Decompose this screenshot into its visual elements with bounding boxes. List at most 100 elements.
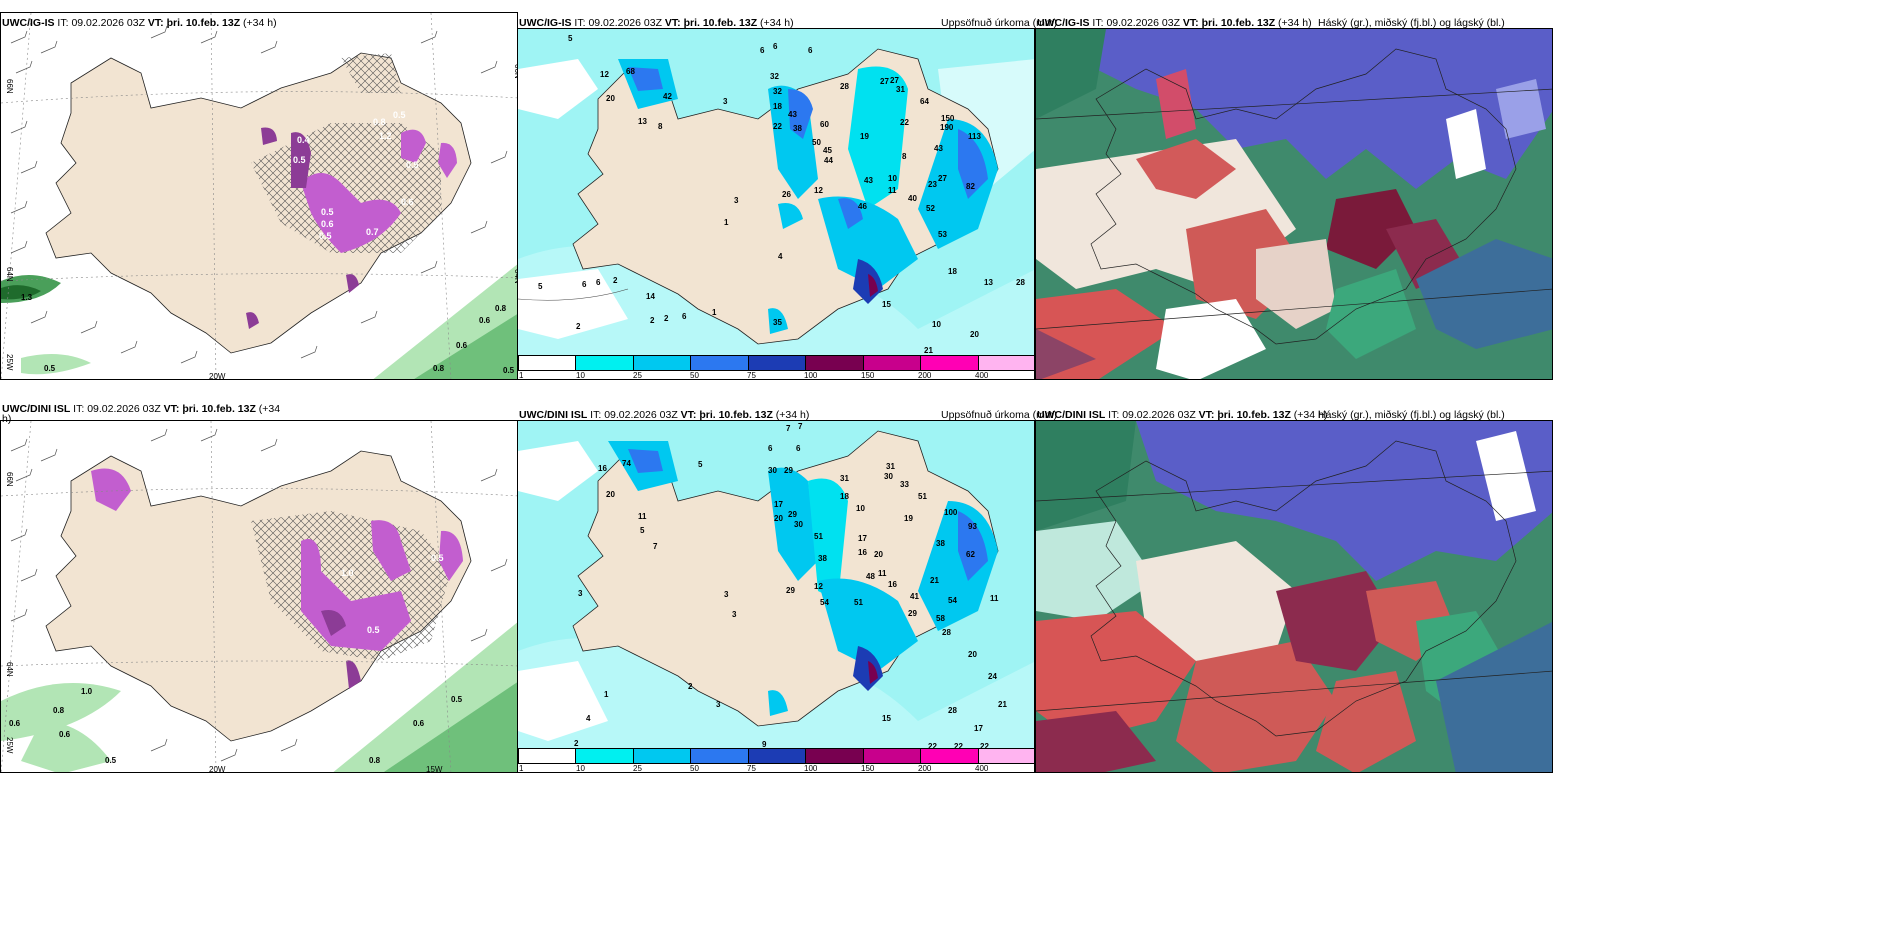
svg-text:3: 3 bbox=[723, 97, 728, 106]
svg-text:42: 42 bbox=[663, 92, 672, 101]
svg-text:4: 4 bbox=[586, 714, 591, 723]
colorbar-swatch bbox=[519, 356, 577, 370]
svg-text:27: 27 bbox=[880, 77, 889, 86]
title-bot-right: UWC/DINI ISL IT: 09.02.2026 03Z VT: þri.… bbox=[1037, 409, 1328, 421]
snow-label: 0.6 bbox=[9, 719, 21, 728]
svg-text:1: 1 bbox=[724, 218, 729, 227]
colorbar-swatch bbox=[691, 749, 749, 763]
axis-label-25w: 25W bbox=[5, 354, 14, 371]
svg-text:43: 43 bbox=[864, 176, 873, 185]
svg-text:100: 100 bbox=[944, 508, 958, 517]
svg-text:19: 19 bbox=[860, 132, 869, 141]
svg-text:32: 32 bbox=[773, 87, 782, 96]
axis-label-15w: 15W bbox=[426, 765, 443, 773]
svg-text:43: 43 bbox=[788, 110, 797, 119]
svg-text:6: 6 bbox=[773, 42, 778, 51]
svg-text:7: 7 bbox=[798, 422, 803, 431]
colorbar-label: 75 bbox=[747, 371, 756, 380]
colorbar-swatch bbox=[921, 356, 979, 370]
colorbar-swatch bbox=[863, 749, 922, 763]
svg-text:53: 53 bbox=[938, 230, 947, 239]
svg-text:2: 2 bbox=[688, 682, 693, 691]
colorbar-label: 100 bbox=[804, 764, 818, 773]
colorbar-swatch bbox=[748, 749, 807, 763]
svg-text:2: 2 bbox=[613, 276, 618, 285]
svg-text:45: 45 bbox=[823, 146, 832, 155]
svg-text:13: 13 bbox=[984, 278, 993, 287]
svg-text:19: 19 bbox=[904, 514, 913, 523]
snow-label: 0.8 bbox=[373, 117, 386, 127]
colorbar-label: 200 bbox=[918, 371, 932, 380]
svg-text:5: 5 bbox=[538, 282, 543, 291]
snow-label: 0.5 bbox=[503, 366, 515, 375]
svg-text:50: 50 bbox=[812, 138, 821, 147]
svg-text:30: 30 bbox=[768, 466, 777, 475]
map-precip-ig-is: 5 12 20 68 42 13 8 3 6 6 6 32 32 18 43 2… bbox=[518, 29, 1034, 355]
axis-label-66n-right: 66N bbox=[513, 64, 518, 79]
axis-label-64n: 64N bbox=[5, 267, 14, 282]
svg-text:82: 82 bbox=[966, 182, 975, 191]
snow-label: 0.5 bbox=[406, 160, 419, 170]
map-clouds-ig-is bbox=[1036, 29, 1552, 379]
snow-label: 0.5 bbox=[367, 625, 380, 635]
colorbar-swatch bbox=[519, 749, 577, 763]
panel-clouds-dini bbox=[1035, 420, 1553, 773]
svg-text:21: 21 bbox=[930, 576, 939, 585]
svg-text:23: 23 bbox=[928, 180, 937, 189]
svg-text:35: 35 bbox=[773, 318, 782, 327]
svg-text:29: 29 bbox=[786, 586, 795, 595]
snow-label: 0.5 bbox=[431, 553, 444, 563]
svg-text:26: 26 bbox=[782, 190, 791, 199]
title-bot-left-cont: h) bbox=[2, 413, 12, 425]
svg-text:15: 15 bbox=[882, 714, 891, 723]
title-top-left: UWC/IG-IS IT: 09.02.2026 03Z VT: þri. 10… bbox=[2, 17, 277, 29]
snow-label: 1.0 bbox=[81, 687, 93, 696]
svg-text:6: 6 bbox=[768, 444, 773, 453]
svg-text:3: 3 bbox=[578, 589, 583, 598]
snow-label: 0.6 bbox=[413, 719, 425, 728]
snow-label: 0.6 bbox=[456, 341, 468, 350]
snow-label: 0.8 bbox=[433, 364, 445, 373]
svg-text:62: 62 bbox=[966, 550, 975, 559]
svg-text:4: 4 bbox=[778, 252, 783, 261]
svg-text:27: 27 bbox=[890, 76, 899, 85]
colorbar-swatch bbox=[806, 356, 864, 370]
svg-text:16: 16 bbox=[888, 580, 897, 589]
svg-text:41: 41 bbox=[910, 592, 919, 601]
snow-label: 1.0 bbox=[341, 568, 354, 578]
svg-text:5: 5 bbox=[568, 34, 573, 43]
svg-text:27: 27 bbox=[938, 174, 947, 183]
colorbar-label: 150 bbox=[861, 764, 875, 773]
svg-text:93: 93 bbox=[968, 522, 977, 531]
colorbar-label: 100 bbox=[804, 371, 818, 380]
map-clouds-dini bbox=[1036, 421, 1552, 772]
snow-label: 0.5 bbox=[293, 155, 306, 165]
axis-label-66n: 66N bbox=[5, 79, 14, 94]
svg-text:11: 11 bbox=[638, 512, 647, 521]
svg-text:2: 2 bbox=[574, 739, 579, 748]
colorbar-label: 50 bbox=[690, 371, 699, 380]
svg-text:7: 7 bbox=[786, 424, 791, 433]
svg-text:190: 190 bbox=[940, 123, 954, 132]
snow-label: 0.5 bbox=[321, 207, 334, 217]
svg-text:38: 38 bbox=[936, 539, 945, 548]
map-snow-dini: 1.0 0.8 0.6 0.6 0.5 0.6 0.5 0.8 1.0 0.5 … bbox=[1, 421, 517, 773]
svg-text:18: 18 bbox=[840, 492, 849, 501]
colorbar-swatch bbox=[921, 749, 979, 763]
svg-text:21: 21 bbox=[924, 346, 933, 355]
precip-labels: 7 7 6 5 16 74 20 11 5 7 6 30 29 17 29 20… bbox=[574, 422, 1007, 748]
svg-text:16: 16 bbox=[598, 464, 607, 473]
svg-text:12: 12 bbox=[814, 582, 823, 591]
svg-text:16: 16 bbox=[858, 548, 867, 557]
svg-text:11: 11 bbox=[888, 186, 897, 195]
svg-text:12: 12 bbox=[600, 70, 609, 79]
panel-snow-dini: 1.0 0.8 0.6 0.6 0.5 0.6 0.5 0.8 1.0 0.5 … bbox=[0, 420, 518, 773]
title-bot-left: UWC/DINI ISL IT: 09.02.2026 03Z VT: þri.… bbox=[2, 403, 281, 415]
svg-text:20: 20 bbox=[774, 514, 783, 523]
svg-text:10: 10 bbox=[888, 174, 897, 183]
svg-text:6: 6 bbox=[796, 444, 801, 453]
svg-text:3: 3 bbox=[716, 700, 721, 709]
colorbar-precip-top bbox=[518, 355, 1034, 371]
svg-text:51: 51 bbox=[918, 492, 927, 501]
svg-text:17: 17 bbox=[974, 724, 983, 733]
